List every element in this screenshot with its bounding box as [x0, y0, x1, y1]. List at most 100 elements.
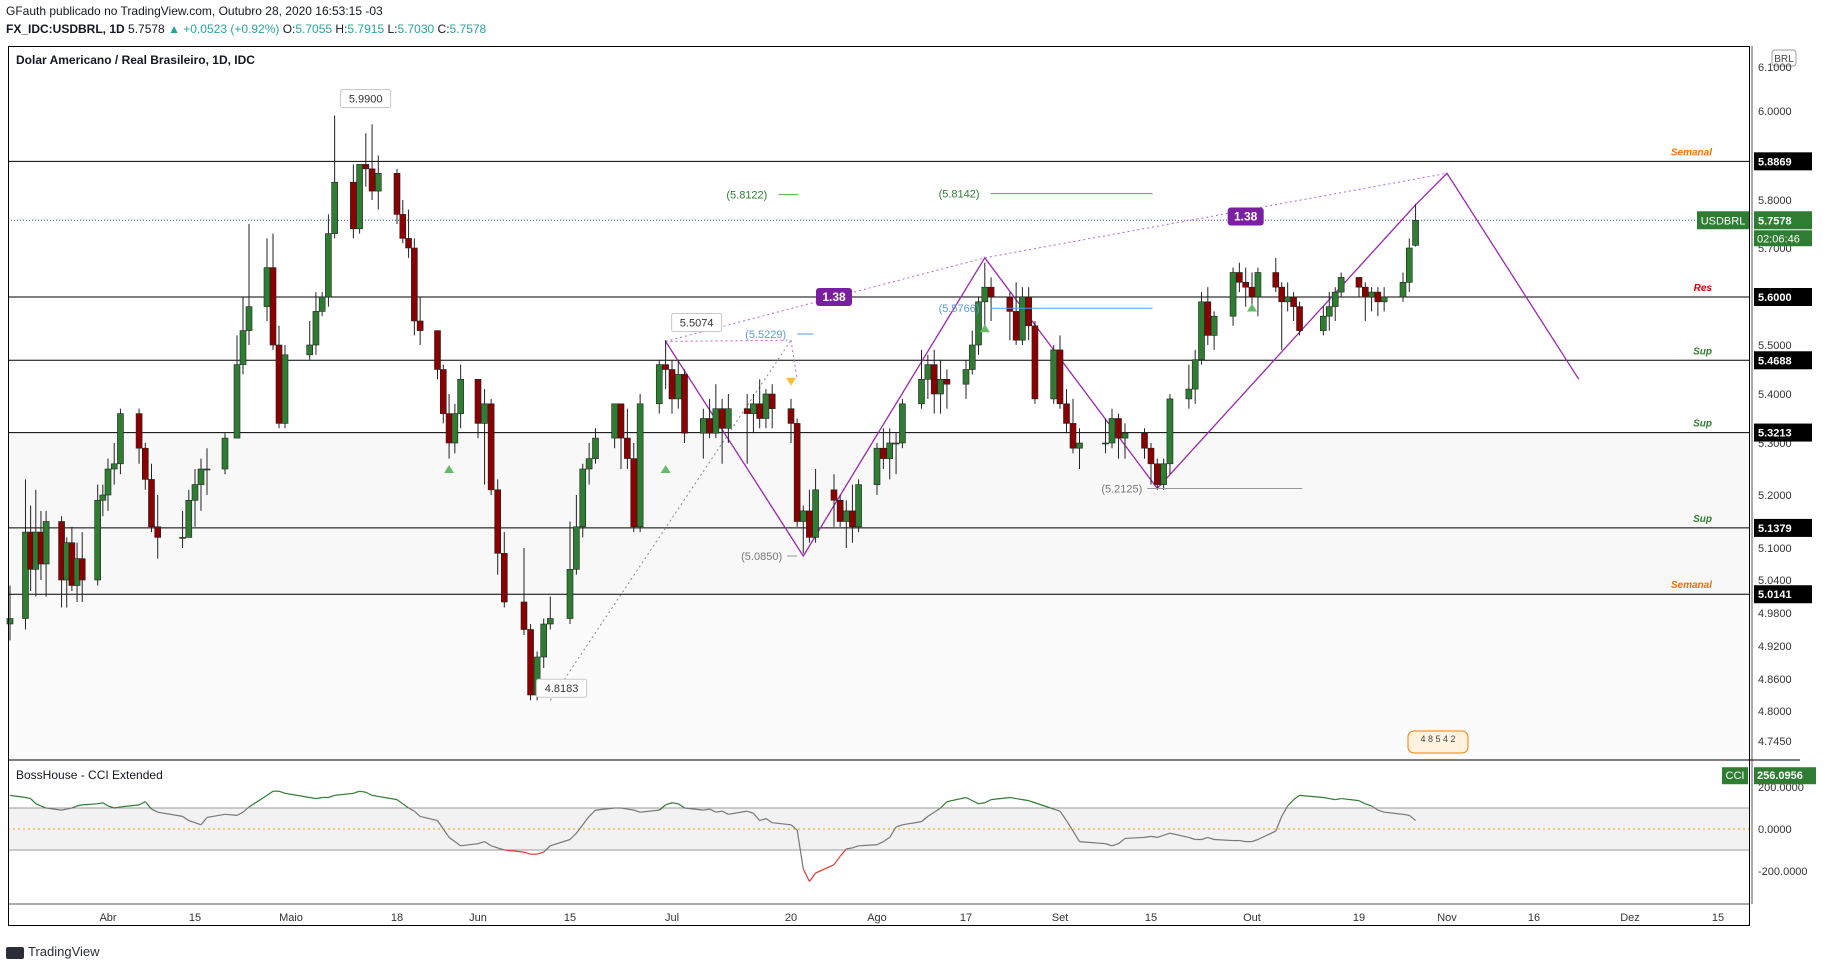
candle-body [1121, 432, 1129, 439]
cci-segment [194, 822, 202, 826]
candle-body [527, 629, 534, 696]
cci-segment [437, 820, 444, 830]
last-price: 5.7578 [128, 22, 165, 36]
watermark-label: 4 8 5 4 2 [1420, 734, 1455, 744]
ratio-label: 1.38 [822, 290, 846, 304]
cci-segment [1293, 794, 1300, 801]
cci-segment [815, 864, 835, 874]
candle-body [1204, 301, 1212, 336]
cci-segment [309, 796, 317, 800]
countdown-box [1754, 230, 1812, 247]
annotation-label: (5.0850) [741, 551, 782, 563]
candle-body [318, 296, 326, 312]
cci-segment [30, 798, 37, 805]
candle-body [362, 164, 370, 170]
candle-body [1325, 306, 1333, 317]
cci-segment [921, 815, 929, 823]
cci-segment [1281, 805, 1289, 817]
y-tick-label: 4.9800 [1758, 608, 1792, 620]
cci-segment [454, 841, 461, 847]
cci-segment [1034, 802, 1054, 810]
x-tick-label: 16 [1528, 912, 1540, 924]
y-tick-label: 4.9200 [1758, 641, 1792, 653]
cci-segment [665, 802, 673, 806]
candle-body [110, 463, 118, 470]
footer-brand: TradingView [6, 944, 100, 959]
cci-tick-label: 200.0000 [1758, 782, 1804, 794]
candle-body [1278, 286, 1286, 303]
annotation-label: 5.5074 [680, 317, 714, 329]
y-tick-label: 5.0400 [1758, 575, 1792, 587]
candle-body [655, 364, 663, 405]
tradingview-logo-icon [6, 946, 24, 959]
cci-segment [889, 826, 897, 838]
candle-body [439, 369, 447, 414]
candle-body [487, 403, 495, 491]
cci-segment [46, 807, 62, 811]
candle-body [1069, 423, 1077, 449]
cci-segment [365, 791, 373, 796]
candle-body [325, 233, 332, 298]
cci-segment [839, 848, 847, 857]
level-tag: Semanal [1671, 580, 1712, 591]
candle-body [1108, 418, 1116, 444]
candle-body [350, 181, 357, 230]
cci-segment [984, 799, 992, 804]
cci-segment [550, 838, 571, 847]
cci-segment [543, 845, 551, 853]
cci-segment [671, 802, 679, 805]
x-tick-label: Jul [665, 912, 679, 924]
candle-body [768, 393, 776, 409]
cci-segment [1239, 839, 1246, 843]
level-tag: Sup [1693, 514, 1712, 525]
candle-body [546, 618, 554, 625]
cci-segment [334, 792, 354, 796]
candle-body [141, 447, 149, 480]
candle-body [179, 537, 186, 539]
candle-body [617, 403, 625, 439]
candle-body [793, 423, 801, 522]
lower-zone [8, 594, 1750, 760]
candle-body [78, 558, 86, 581]
cci-segment [102, 802, 109, 807]
cci-segment [575, 824, 584, 834]
candle-body [585, 458, 593, 470]
candle-body [356, 164, 363, 230]
close-value: 5.7578 [449, 22, 487, 36]
candle-body [1006, 296, 1014, 312]
candle-body [94, 499, 101, 581]
candle-body [1147, 447, 1155, 465]
candle-body [873, 447, 881, 485]
cci-segment [107, 805, 115, 809]
cci-segment [858, 844, 878, 847]
cci-segment [1118, 837, 1126, 845]
y-tick-label: 4.8600 [1758, 674, 1792, 686]
cci-segment [772, 822, 792, 826]
cci-segment [71, 805, 78, 809]
candle-body [718, 408, 726, 429]
cci-segment [61, 808, 67, 811]
cci-segment [1016, 797, 1023, 801]
candle-body [1031, 325, 1039, 400]
signal-up-icon [1247, 303, 1257, 312]
candle-body [233, 364, 241, 439]
symbol-badge [1697, 211, 1749, 230]
cci-segment [895, 824, 903, 828]
cci-segment [1028, 800, 1036, 804]
candle-body [1284, 296, 1291, 303]
candle-body [975, 301, 982, 346]
symbol-badge-label: USDBRL [1701, 215, 1746, 227]
candle-body [1368, 291, 1375, 298]
x-tick-label: Abr [99, 912, 116, 924]
cci-segment [808, 872, 817, 882]
candle-body [892, 442, 900, 445]
candle-body [611, 403, 618, 439]
cci-segment [490, 845, 498, 849]
high-label: H: [335, 22, 348, 36]
candle-body [1361, 286, 1369, 298]
cci-segment [76, 804, 83, 807]
cci-segment [408, 807, 415, 812]
cci-segment [82, 803, 98, 806]
candle-body [399, 214, 407, 239]
